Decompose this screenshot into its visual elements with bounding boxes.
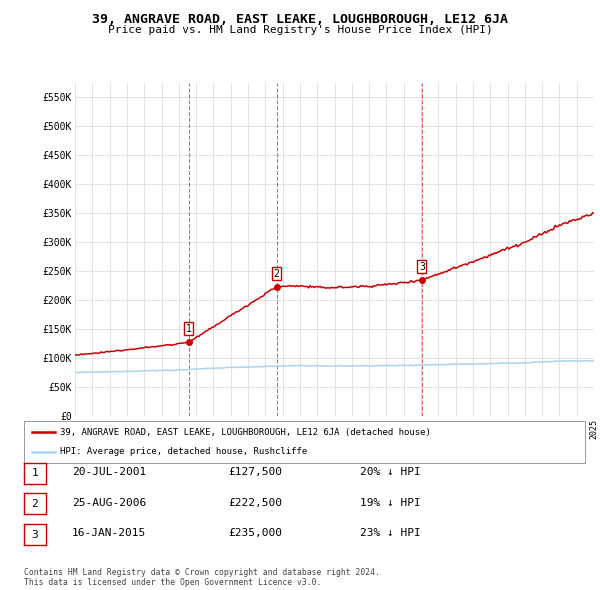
Text: 20-JUL-2001: 20-JUL-2001 <box>72 467 146 477</box>
Text: 20% ↓ HPI: 20% ↓ HPI <box>360 467 421 477</box>
Text: 39, ANGRAVE ROAD, EAST LEAKE, LOUGHBOROUGH, LE12 6JA (detached house): 39, ANGRAVE ROAD, EAST LEAKE, LOUGHBOROU… <box>61 428 431 437</box>
Text: 1: 1 <box>31 468 38 478</box>
Text: 2: 2 <box>274 269 280 279</box>
Text: £235,000: £235,000 <box>228 529 282 538</box>
Text: £127,500: £127,500 <box>228 467 282 477</box>
Text: £222,500: £222,500 <box>228 498 282 507</box>
Text: 16-JAN-2015: 16-JAN-2015 <box>72 529 146 538</box>
Text: 1: 1 <box>186 324 192 334</box>
Text: Contains HM Land Registry data © Crown copyright and database right 2024.
This d: Contains HM Land Registry data © Crown c… <box>24 568 380 587</box>
Text: 3: 3 <box>31 530 38 539</box>
Text: 2: 2 <box>31 499 38 509</box>
Text: Price paid vs. HM Land Registry's House Price Index (HPI): Price paid vs. HM Land Registry's House … <box>107 25 493 35</box>
Text: 23% ↓ HPI: 23% ↓ HPI <box>360 529 421 538</box>
Text: 19% ↓ HPI: 19% ↓ HPI <box>360 498 421 507</box>
Text: 39, ANGRAVE ROAD, EAST LEAKE, LOUGHBOROUGH, LE12 6JA: 39, ANGRAVE ROAD, EAST LEAKE, LOUGHBOROU… <box>92 13 508 26</box>
Text: HPI: Average price, detached house, Rushcliffe: HPI: Average price, detached house, Rush… <box>61 447 308 456</box>
Text: 25-AUG-2006: 25-AUG-2006 <box>72 498 146 507</box>
Text: 3: 3 <box>419 261 425 271</box>
